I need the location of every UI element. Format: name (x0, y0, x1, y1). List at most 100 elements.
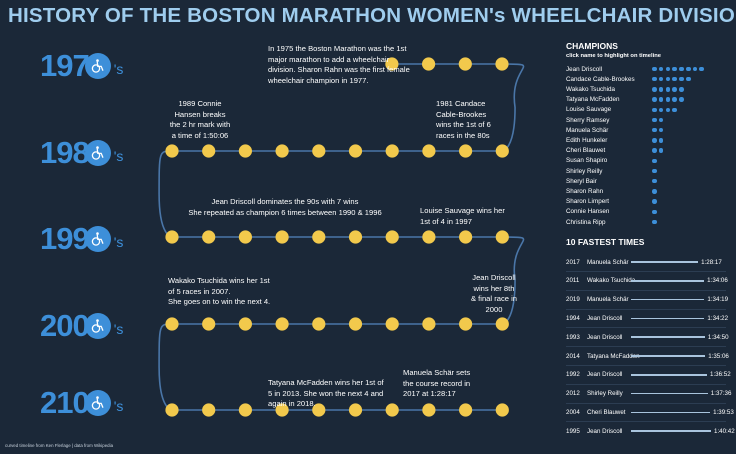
race-dot[interactable] (202, 317, 216, 331)
champion-name[interactable]: Jean Driscoll (566, 65, 603, 73)
annotation-line: division. Sharon Rahn was the first fema… (268, 65, 410, 74)
win-dot (658, 138, 664, 143)
race-dot[interactable] (495, 144, 509, 158)
champion-name[interactable]: Manuela Schär (566, 126, 609, 134)
champion-row[interactable]: Candace Cable-Brookes (566, 74, 693, 84)
race-dot[interactable] (202, 144, 216, 158)
win-dot (685, 76, 691, 82)
race-dot[interactable] (385, 317, 399, 331)
champion-row[interactable]: Christina Ripp (566, 217, 659, 227)
race-dot[interactable] (312, 317, 326, 331)
champion-name[interactable]: Louise Sauvage (566, 106, 612, 114)
champion-row[interactable]: Manuela Schär (566, 125, 666, 135)
row-divider (566, 308, 726, 310)
champion-wins (652, 148, 666, 153)
race-dot[interactable] (459, 144, 473, 158)
champion-name[interactable]: Tatyana McFadden (566, 96, 620, 104)
race-dot[interactable] (165, 317, 179, 331)
race-dot[interactable] (422, 57, 436, 71)
race-dot[interactable] (459, 230, 473, 244)
fastest-year: 2014 (566, 352, 580, 360)
champion-wins (652, 117, 666, 123)
fastest-time-row: 2019 Manuela Schär 1:34:19 (566, 293, 728, 307)
fastest-bar (631, 355, 706, 357)
fastest-bar (631, 392, 708, 395)
race-dot[interactable] (348, 317, 363, 331)
champion-row[interactable]: Edith Hunkeler (566, 135, 666, 145)
race-dot[interactable] (348, 144, 363, 158)
race-dot[interactable] (275, 317, 289, 331)
annotation-line: wheelchair champion in 1977. (268, 75, 369, 85)
champion-row[interactable]: Connie Hansen (566, 207, 659, 217)
race-dot[interactable] (459, 403, 473, 417)
champion-name[interactable]: Christina Ripp (566, 218, 606, 226)
champion-name[interactable]: Candace Cable-Brookes (566, 75, 635, 83)
champion-row[interactable]: Sharon Limpert (566, 197, 659, 207)
race-dot[interactable] (495, 230, 509, 244)
fastest-year: 1993 (566, 333, 580, 341)
annotation-line: wins the 1st of 6 (436, 120, 491, 129)
champion-name[interactable]: Sherry Ramsey (566, 116, 610, 124)
race-dot[interactable] (202, 230, 216, 244)
race-dot[interactable] (312, 230, 326, 244)
champion-name[interactable]: Sharon Limpert (566, 198, 610, 206)
race-dot[interactable] (165, 144, 179, 158)
race-dot[interactable] (422, 403, 436, 417)
race-dot[interactable] (238, 230, 252, 244)
row-divider (566, 327, 726, 329)
champion-wins (652, 199, 659, 204)
champion-row[interactable]: Louise Sauvage (566, 105, 679, 115)
footer-credit: curved timeline from Ken Flerlage | data… (5, 443, 114, 448)
champion-name[interactable]: Shirley Reilly (566, 167, 603, 175)
champion-name[interactable]: Sheryl Bair (566, 177, 597, 185)
race-dot[interactable] (422, 230, 436, 244)
champion-row[interactable]: Wakako Tsuchida (566, 84, 686, 94)
win-dot (652, 168, 657, 174)
race-dot[interactable] (348, 403, 363, 417)
race-dot[interactable] (312, 144, 326, 158)
race-dot[interactable] (348, 230, 363, 244)
race-dot[interactable] (495, 317, 509, 331)
champion-name[interactable]: Cheri Blauwet (566, 147, 606, 155)
race-dot[interactable] (238, 144, 252, 158)
champion-name[interactable]: Edith Hunkeler (566, 136, 608, 144)
champion-row[interactable]: Jean Driscoll (566, 64, 706, 74)
champion-name[interactable]: Susan Shapiro (566, 157, 608, 165)
race-dot[interactable] (385, 230, 399, 244)
annotation-line: She repeated as champion 6 times between… (188, 207, 382, 217)
race-dot[interactable] (385, 403, 399, 417)
race-dot[interactable] (238, 403, 252, 417)
race-dot[interactable] (459, 317, 473, 331)
champion-row[interactable]: Shirley Reilly (566, 166, 659, 176)
race-dot[interactable] (275, 230, 289, 244)
race-dot[interactable] (202, 403, 216, 417)
win-dot (652, 66, 657, 72)
champion-row[interactable]: Sherry Ramsey (566, 115, 666, 125)
race-dot[interactable] (312, 403, 326, 417)
race-dot[interactable] (385, 57, 399, 71)
race-dot[interactable] (385, 144, 399, 158)
race-dot[interactable] (495, 403, 509, 417)
fastest-bar (631, 298, 705, 301)
race-dot[interactable] (458, 57, 472, 71)
race-dot[interactable] (165, 230, 179, 244)
champion-row[interactable]: Cheri Blauwet (566, 146, 666, 156)
champion-name[interactable]: Connie Hansen (566, 208, 610, 216)
champions-subtitle: click name to highlight on timeline (566, 53, 662, 59)
race-dot[interactable] (495, 57, 509, 71)
champion-row[interactable]: Susan Shapiro (566, 156, 659, 166)
champion-name[interactable]: Sharon Rahn (566, 187, 604, 195)
timeline-annotation: Jean Driscoll wins her 8th & final race in… (458, 273, 530, 315)
race-dot[interactable] (238, 317, 252, 331)
champion-row[interactable]: Tatyana McFadden (566, 95, 686, 105)
fastest-year: 2012 (566, 390, 580, 398)
race-dot[interactable] (422, 144, 436, 158)
champion-row[interactable]: Sheryl Bair (566, 176, 659, 186)
win-dot (658, 127, 664, 133)
race-dot[interactable] (275, 403, 289, 417)
champion-name[interactable]: Wakako Tsuchida (566, 85, 616, 93)
race-dot[interactable] (165, 403, 179, 417)
race-dot[interactable] (422, 317, 436, 331)
race-dot[interactable] (275, 144, 289, 158)
champion-row[interactable]: Sharon Rahn (566, 186, 659, 196)
